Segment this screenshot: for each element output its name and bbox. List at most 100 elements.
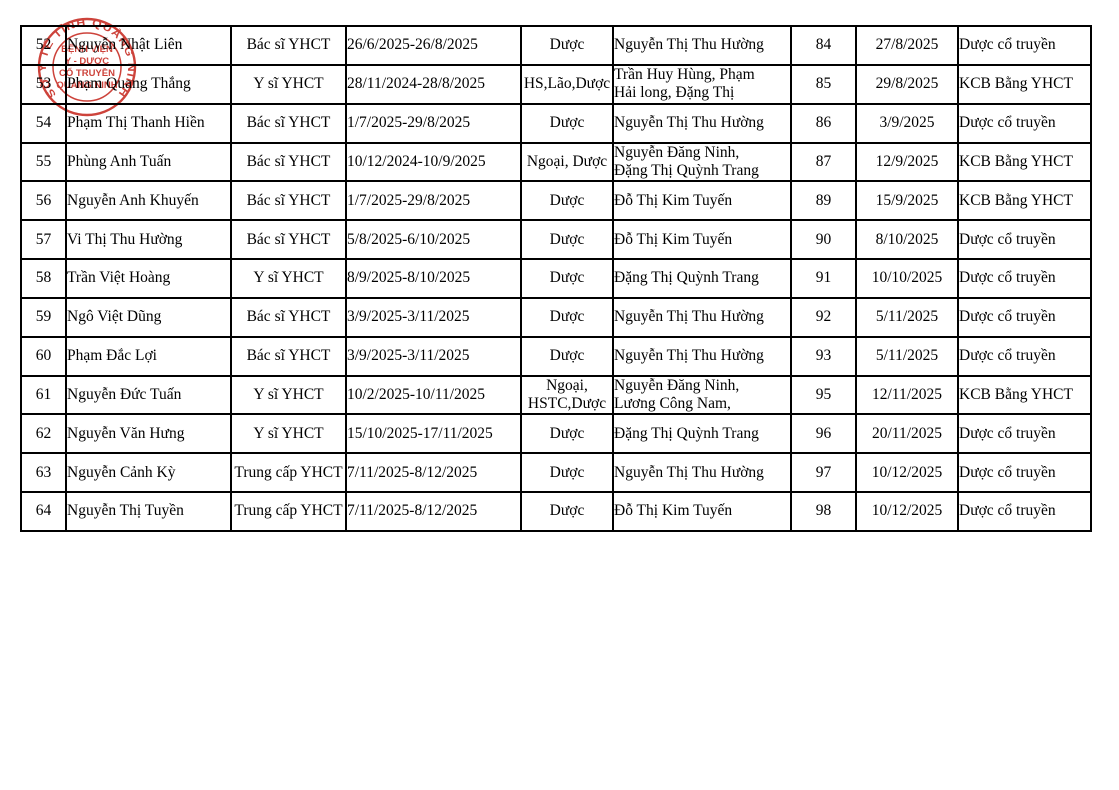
cell-ordinal-number: 52 [20,25,67,66]
cell-qualification: Bác sĩ YHCT [230,102,347,144]
cell-certificate-number: 97 [790,452,857,494]
table-row: 60 Phạm Đắc Lợi Bác sĩ YHCT 3/9/2025-3/1… [20,335,1092,377]
cell-trainee-name: Phạm Đắc Lợi [65,335,232,377]
cell-supervisor: Nguyễn Thị Thu Hường [612,296,792,338]
cell-department: Dược [520,102,614,144]
cell-certificate-number: 93 [790,335,857,377]
cell-ordinal-number: 57 [20,219,67,261]
cell-qualification: Bác sĩ YHCT [230,296,347,338]
cell-department: Dược [520,180,614,222]
cell-certificate-number: 92 [790,296,857,338]
cell-department: Ngoại, HSTC,Dược [520,374,614,416]
table-row: 52 Nguyễn Nhật Liên Bác sĩ YHCT 26/6/202… [20,25,1092,66]
cell-department: Dược [520,452,614,494]
table-row: 62 Nguyễn Văn Hưng Y sĩ YHCT 15/10/2025-… [20,413,1092,455]
cell-supervisor: Nguyễn Thị Thu Hường [612,335,792,377]
table-row: 59 Ngô Việt Dũng Bác sĩ YHCT 3/9/2025-3/… [20,296,1092,338]
cell-qualification: Bác sĩ YHCT [230,219,347,261]
cell-trainee-name: Vi Thị Thu Hường [65,219,232,261]
cell-supervisor: Nguyễn Thị Thu Hường [612,25,792,66]
cell-supervisor: Nguyễn Thị Thu Hường [612,452,792,494]
cell-department: Ngoại, Dược [520,141,614,183]
cell-trainee-name: Ngô Việt Dũng [65,296,232,338]
cell-department: HS,Lão,Dược [520,63,614,105]
cell-department: Dược [520,219,614,261]
cell-supervisor: Đỗ Thị Kim Tuyến [612,219,792,261]
training-roster-table: 52 Nguyễn Nhật Liên Bác sĩ YHCT 26/6/202… [20,25,1092,532]
cell-training-field: Dược cổ truyền [957,452,1092,494]
cell-issue-date: 5/11/2025 [855,335,959,377]
cell-training-period: 5/8/2025-6/10/2025 [345,219,522,261]
cell-issue-date: 15/9/2025 [855,180,959,222]
table-row: 54 Phạm Thị Thanh Hiền Bác sĩ YHCT 1/7/2… [20,102,1092,144]
cell-training-period: 28/11/2024-28/8/2025 [345,63,522,105]
cell-supervisor: Đặng Thị Quỳnh Trang [612,413,792,455]
cell-issue-date: 10/12/2025 [855,491,959,532]
cell-trainee-name: Nguyễn Thị Tuyền [65,491,232,532]
cell-training-period: 3/9/2025-3/11/2025 [345,296,522,338]
cell-ordinal-number: 63 [20,452,67,494]
cell-training-field: Dược cổ truyền [957,219,1092,261]
cell-ordinal-number: 62 [20,413,67,455]
cell-issue-date: 20/11/2025 [855,413,959,455]
cell-trainee-name: Nguyễn Nhật Liên [65,25,232,66]
cell-ordinal-number: 64 [20,491,67,532]
cell-ordinal-number: 61 [20,374,67,416]
cell-qualification: Bác sĩ YHCT [230,25,347,66]
cell-ordinal-number: 58 [20,258,67,299]
table-row: 56 Nguyễn Anh Khuyến Bác sĩ YHCT 1/7/202… [20,180,1092,222]
cell-ordinal-number: 60 [20,335,67,377]
cell-ordinal-number: 55 [20,141,67,183]
cell-department: Dược [520,296,614,338]
cell-training-field: KCB Bằng YHCT [957,141,1092,183]
cell-issue-date: 3/9/2025 [855,102,959,144]
table-row: 55 Phùng Anh Tuấn Bác sĩ YHCT 10/12/2024… [20,141,1092,183]
cell-training-period: 10/2/2025-10/11/2025 [345,374,522,416]
cell-trainee-name: Nguyễn Văn Hưng [65,413,232,455]
cell-ordinal-number: 56 [20,180,67,222]
cell-certificate-number: 86 [790,102,857,144]
cell-department: Dược [520,413,614,455]
cell-certificate-number: 91 [790,258,857,299]
cell-issue-date: 27/8/2025 [855,25,959,66]
cell-trainee-name: Phạm Thị Thanh Hiền [65,102,232,144]
cell-training-period: 3/9/2025-3/11/2025 [345,335,522,377]
cell-certificate-number: 89 [790,180,857,222]
cell-ordinal-number: 53 [20,63,67,105]
cell-issue-date: 10/10/2025 [855,258,959,299]
cell-qualification: Y sĩ YHCT [230,63,347,105]
cell-supervisor: Nguyễn Thị Thu Hường [612,102,792,144]
cell-qualification: Y sĩ YHCT [230,258,347,299]
table-row: 57 Vi Thị Thu Hường Bác sĩ YHCT 5/8/2025… [20,219,1092,261]
cell-qualification: Trung cấp YHCT [230,491,347,532]
table-row: 64 Nguyễn Thị Tuyền Trung cấp YHCT 7/11/… [20,491,1092,532]
cell-training-field: Dược cổ truyền [957,335,1092,377]
cell-department: Dược [520,335,614,377]
cell-training-period: 10/12/2024-10/9/2025 [345,141,522,183]
cell-training-period: 7/11/2025-8/12/2025 [345,452,522,494]
cell-supervisor: Nguyễn Đăng Ninh, Đặng Thị Quỳnh Trang [612,141,792,183]
cell-qualification: Y sĩ YHCT [230,374,347,416]
cell-training-period: 1/7/2025-29/8/2025 [345,102,522,144]
cell-department: Dược [520,491,614,532]
cell-department: Dược [520,258,614,299]
cell-training-field: Dược cổ truyền [957,258,1092,299]
cell-department: Dược [520,25,614,66]
table-row: 53 Phạm Quang Thắng Y sĩ YHCT 28/11/2024… [20,63,1092,105]
cell-qualification: Trung cấp YHCT [230,452,347,494]
cell-supervisor: Nguyễn Đăng Ninh, Lương Công Nam, [612,374,792,416]
cell-training-field: Dược cổ truyền [957,102,1092,144]
cell-trainee-name: Nguyễn Anh Khuyến [65,180,232,222]
cell-trainee-name: Trần Việt Hoàng [65,258,232,299]
cell-training-field: Dược cổ truyền [957,25,1092,66]
cell-qualification: Bác sĩ YHCT [230,180,347,222]
cell-issue-date: 29/8/2025 [855,63,959,105]
cell-training-field: Dược cổ truyền [957,296,1092,338]
cell-trainee-name: Phạm Quang Thắng [65,63,232,105]
cell-training-field: Dược cổ truyền [957,413,1092,455]
cell-issue-date: 12/11/2025 [855,374,959,416]
cell-certificate-number: 95 [790,374,857,416]
cell-training-period: 8/9/2025-8/10/2025 [345,258,522,299]
cell-issue-date: 12/9/2025 [855,141,959,183]
